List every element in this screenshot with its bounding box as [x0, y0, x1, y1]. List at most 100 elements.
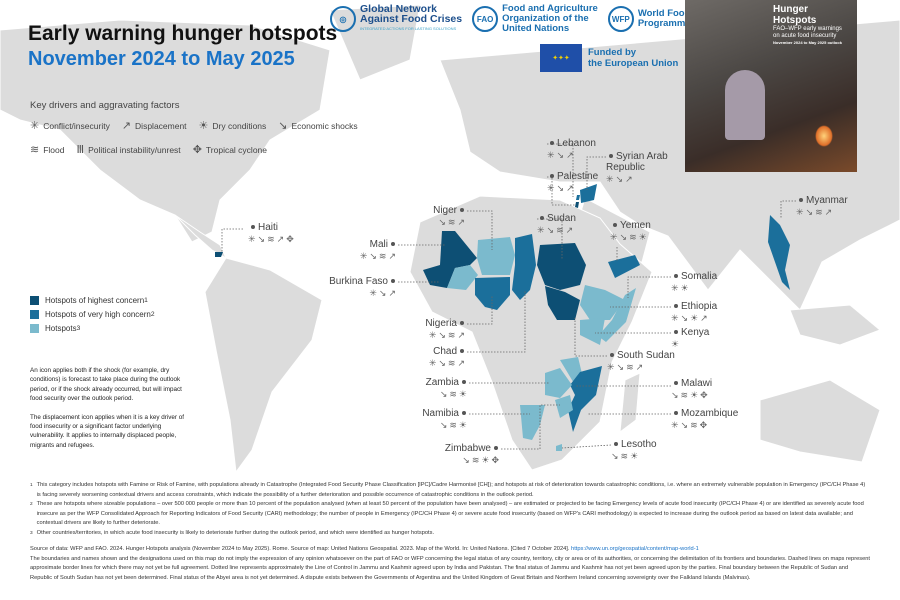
report-cover-photo[interactable]: Hunger Hotspots FAO–WFP early warnings o… — [685, 0, 857, 172]
leader-dot — [540, 216, 544, 221]
legend-footnote-marker: 1 — [144, 297, 148, 304]
page-title: Early warning hunger hotspots — [28, 22, 338, 45]
north-america — [0, 19, 331, 243]
wfp-line1: World Food — [637, 8, 691, 19]
source-link[interactable]: https://www.un.org/geospatial/content/ma… — [571, 546, 699, 552]
country-zambia[interactable] — [545, 368, 572, 398]
country-syria[interactable] — [580, 184, 597, 203]
country-somalia[interactable] — [598, 288, 636, 342]
hotspot-label-myanmar[interactable]: Myanmar ✳↘≋↗ — [796, 195, 848, 218]
country-yemen[interactable] — [608, 255, 640, 278]
hotspot-label-haiti[interactable]: Haiti ✳↘≋↗✥ — [248, 222, 296, 245]
leader-dot — [550, 141, 554, 146]
leader-dot — [460, 208, 464, 213]
country-niger[interactable] — [477, 237, 515, 275]
hotspot-label-syrian-arab-republic[interactable]: Syrian Arab Republic ✳↘↗ — [606, 151, 676, 185]
hotspot-label-chad[interactable]: Chad ✳↘≋↗ — [429, 346, 467, 369]
hotspot-name: South Sudan — [617, 350, 675, 361]
displacement-icon: ↗ — [457, 330, 467, 340]
hotspot-label-sudan[interactable]: Sudan ✳↘≋↗ — [537, 213, 576, 236]
economic-shocks-icon: ↘ — [616, 362, 627, 372]
country-burkina-faso[interactable] — [447, 265, 478, 290]
economic-shocks-icon: ↘ — [462, 455, 472, 465]
flood-icon: ≋ — [267, 234, 277, 244]
hotspot-label-kenya[interactable]: Kenya ☀ — [671, 327, 709, 350]
conflict-icon: ✳ — [606, 174, 616, 184]
hotspot-label-mozambique[interactable]: Mozambique ✳↘≋✥ — [671, 408, 738, 431]
dry-conditions-icon: ☀ — [680, 283, 691, 293]
hotspot-label-palestine[interactable]: Palestine ✳↘↗ — [547, 171, 598, 194]
icon-notes: An icon applies both if the shock (for e… — [30, 366, 195, 459]
dry-conditions-icon: ☀ — [638, 232, 649, 242]
country-haiti[interactable] — [215, 252, 223, 257]
country-mozambique[interactable] — [568, 366, 602, 432]
economic-shocks-icon: ↘ — [611, 451, 621, 461]
hotspot-label-ethiopia[interactable]: Ethiopia ✳↘☀↗ — [671, 301, 717, 324]
driver-icons: ↘≋☀ — [422, 420, 469, 431]
hotspot-label-niger[interactable]: Niger ↘≋↗ — [433, 205, 467, 228]
country-kenya[interactable] — [580, 318, 605, 345]
leader-dot — [460, 349, 464, 354]
hotspot-label-somalia[interactable]: Somalia ✳☀ — [671, 271, 717, 294]
flood-icon: ≋ — [680, 390, 691, 400]
partner-logos: ◎ Global Network Against Food Crises INTEG… — [330, 4, 691, 34]
economic-shocks-icon: ↘ — [556, 150, 567, 160]
legend-swatch — [30, 324, 39, 333]
hotspot-label-zimbabwe[interactable]: Zimbabwe ↘≋☀✥ — [445, 443, 501, 466]
country-south-sudan[interactable] — [545, 286, 580, 320]
hotspot-name: Syrian Arab Republic — [606, 151, 668, 173]
leader-dot — [391, 242, 395, 247]
hotspot-label-mali[interactable]: Mali ✳↘≋↗ — [360, 239, 398, 262]
country-nigeria[interactable] — [475, 277, 510, 310]
fao-emblem-icon: FAO — [472, 6, 499, 32]
hotspot-label-burkina-faso[interactable]: Burkina Faso ✳↘↗ — [329, 276, 398, 299]
driver-label: Economic shocks — [291, 121, 358, 131]
conflict-icon: ✳ — [610, 232, 620, 242]
leader-dot — [674, 274, 678, 279]
hotspot-label-yemen[interactable]: Yemen ✳↘≋☀ — [610, 220, 651, 243]
country-palestine[interactable] — [575, 202, 579, 208]
driver-icons: ✳↘≋↗✥ — [248, 234, 296, 245]
conflict-icon: ✳ — [547, 183, 557, 193]
fao-line2: Organization of the — [502, 13, 589, 24]
hotspot-label-lebanon[interactable]: Lebanon ✳↘↗ — [547, 138, 596, 161]
leader-dot — [609, 154, 613, 159]
country-zimbabwe[interactable] — [555, 395, 573, 418]
country-sudan[interactable] — [537, 243, 586, 290]
dry-conditions-icon: ☀ — [690, 390, 701, 400]
hotspot-label-zambia[interactable]: Zambia ↘≋☀ — [426, 377, 469, 400]
country-chad[interactable] — [512, 234, 536, 300]
leader-dot — [613, 223, 617, 228]
economic-shocks-icon: ↘ — [615, 174, 626, 184]
note-displacement: The displacement icon applies when it is… — [30, 413, 185, 449]
hotspot-label-nigeria[interactable]: Nigeria ✳↘≋↗ — [425, 318, 467, 341]
flood-icon: ≋ — [447, 330, 458, 340]
country-lesotho[interactable] — [556, 444, 562, 451]
leader-dot — [610, 353, 614, 358]
hotspot-name: Somalia — [681, 271, 718, 282]
cover-line1: FAO–WFP early warnings — [773, 26, 842, 32]
hotspot-label-south-sudan[interactable]: South Sudan ✳↘≋↗ — [607, 350, 675, 373]
driver-icons: ✳☀ — [671, 283, 717, 294]
fao-line3: United Nations — [502, 23, 570, 34]
conflict-icon: ✳ — [671, 283, 681, 293]
legend-item: Hotspots 3 — [30, 324, 155, 333]
economic-shocks-icon: ↘ — [680, 420, 691, 430]
country-ethiopia[interactable] — [580, 285, 625, 320]
hotspot-label-malawi[interactable]: Malawi ↘≋☀✥ — [671, 378, 712, 401]
economic-shocks-icon: ↘ — [438, 217, 448, 227]
leader-dot — [251, 225, 255, 230]
hotspot-label-namibia[interactable]: Namibia ↘≋☀ — [422, 408, 469, 431]
hotspot-label-lesotho[interactable]: Lesotho ↘≋☀ — [611, 439, 657, 462]
conflict-icon: ✳ — [796, 207, 806, 217]
country-mali[interactable] — [423, 231, 477, 288]
country-myanmar[interactable] — [768, 215, 790, 290]
flood-icon: ≋ — [815, 207, 825, 217]
leader-dot — [674, 330, 678, 335]
displacement-icon: ↗ — [635, 362, 646, 372]
hotspot-name: Burkina Faso — [329, 276, 388, 287]
displacement-icon: ↗ — [566, 183, 576, 193]
country-lebanon[interactable] — [576, 195, 580, 200]
conflict-icon: ✳ — [671, 420, 681, 430]
flood-icon: ≋ — [620, 451, 631, 461]
